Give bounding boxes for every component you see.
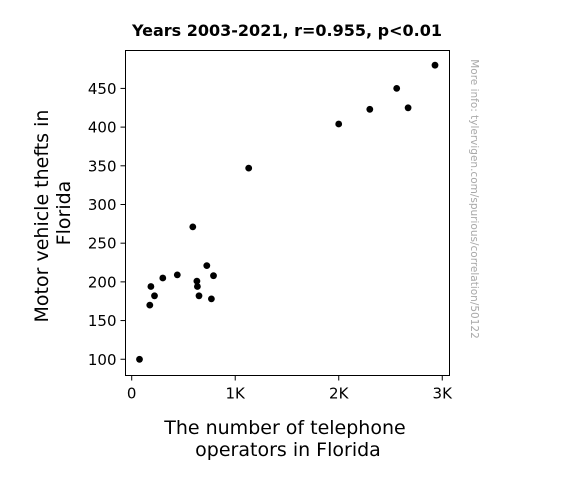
data-point-13 [210, 272, 217, 280]
y-axis-ticks: 100 150 200 250 300 350 400 450 [88, 80, 126, 369]
data-point-5 [159, 274, 167, 282]
x-axis-ticks: 0 1K 2K 3K [127, 375, 454, 403]
y-tick-label-4: 250 [88, 235, 117, 253]
axes-frame [125, 50, 450, 376]
y-tick-label-5: 300 [88, 196, 117, 214]
x-axis-label-line-1: The number of telephone [163, 417, 406, 439]
data-point-6 [173, 271, 181, 279]
data-point-19 [431, 61, 439, 69]
data-point-9 [194, 283, 201, 290]
y-tick-label-8: 450 [88, 80, 117, 98]
data-point-3 [147, 283, 155, 290]
chart-title: Years 2003-2021, r=0.955, p<0.01 [131, 21, 442, 40]
y-tick-label-1: 100 [88, 351, 117, 369]
x-tick-label-2: 1K [226, 385, 247, 403]
plot-area [125, 50, 450, 376]
x-tick-label-3: 2K [329, 385, 350, 403]
data-point-12 [208, 295, 215, 303]
data-point-8 [193, 277, 201, 285]
data-point-18 [404, 104, 412, 112]
data-point-7 [189, 223, 197, 231]
y-axis-label-line-1: Motor vehicle thefts in [31, 110, 53, 323]
y-tick-label-2: 150 [88, 312, 117, 330]
data-point-16 [366, 105, 374, 113]
data-point-10 [195, 292, 203, 300]
data-points [136, 61, 439, 363]
data-point-4 [151, 292, 158, 300]
x-axis-label-line-2: operators in Florida [195, 439, 381, 461]
y-axis-label: Motor vehicle thefts in Florida [31, 104, 75, 323]
x-axis-label: The number of telephone operators in Flo… [163, 417, 412, 461]
y-tick-label-6: 350 [88, 157, 117, 175]
y-axis-label-line-2: Florida [53, 181, 75, 246]
x-tick-label-4: 3K [433, 385, 454, 403]
data-point-1 [136, 355, 143, 363]
x-tick-label-1: 0 [127, 385, 137, 403]
y-tick-label-7: 400 [88, 119, 117, 137]
source-watermark: More info: tylervigen.com/spurious/corre… [468, 59, 480, 339]
data-point-11 [203, 262, 211, 269]
data-point-2 [146, 301, 154, 309]
data-point-14 [245, 164, 253, 172]
data-point-17 [393, 85, 401, 92]
data-point-15 [335, 120, 343, 128]
y-tick-label-3: 200 [88, 273, 117, 291]
